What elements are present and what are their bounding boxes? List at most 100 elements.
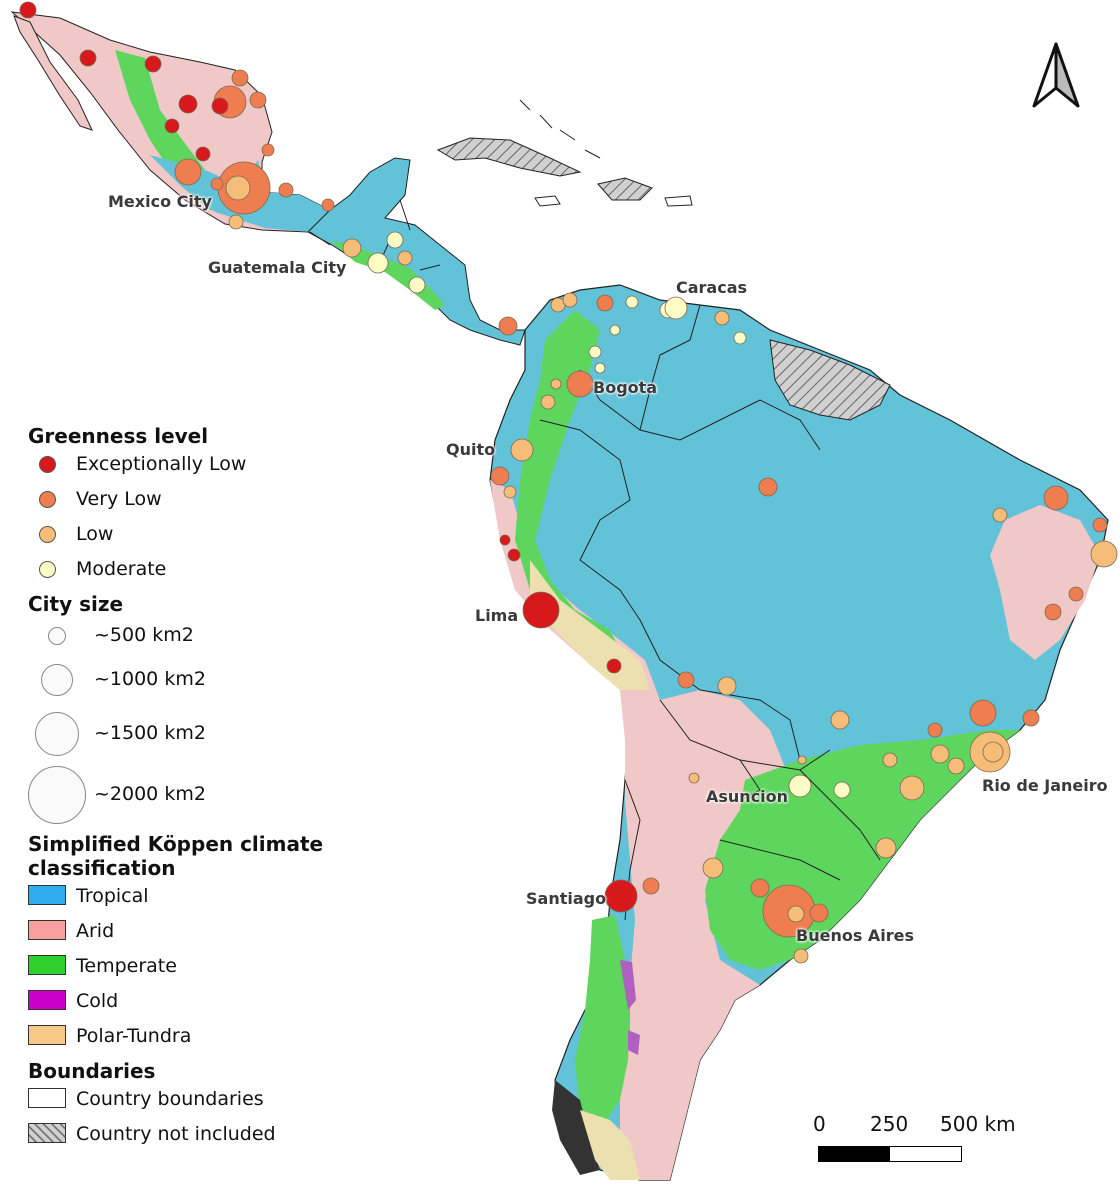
city-marker [367,252,389,274]
city-label: Mexico City [108,192,212,211]
city-marker [733,331,747,345]
boundaries-legend-row: Country boundaries [28,1083,368,1118]
climate-legend-row: Polar-Tundra [28,1020,368,1055]
chile-cold [620,960,640,1055]
city-marker [606,658,622,674]
central-america-region [307,157,526,346]
city-marker [927,722,943,738]
city-marker [899,775,925,801]
city-marker [830,710,850,730]
city-size-legend-title: City size [28,592,124,616]
city-marker [490,466,510,486]
city-marker [787,905,805,923]
greenness-dot-icon [39,456,56,473]
city-marker [1022,709,1040,727]
greenness-legend-items: Exceptionally Low Very Low Low Moderate [28,448,368,588]
city-marker [788,774,812,798]
greenness-dot-icon [39,526,56,543]
city-marker [321,198,335,212]
scale-label-0: 0 [813,1112,826,1136]
greenness-legend-title: Greenness level [28,424,209,448]
mexico-temperate [115,50,240,215]
climate-swatch-icon [28,920,66,940]
climate-legend-items: Tropical Arid Temperate Cold Polar-Tundra [28,880,368,1055]
city-marker [758,477,778,497]
city-size-circle-icon [41,664,73,696]
climate-swatch-icon [28,885,66,905]
puerto-rico [664,195,693,207]
scale-bar-segment-black [819,1147,890,1161]
city-marker [562,292,578,308]
greenness-legend-label: Moderate [76,558,167,580]
city-size-circle-icon [28,766,86,824]
climate-legend-row: Arid [28,915,368,950]
city-label: Buenos Aires [796,926,915,945]
city-marker [992,507,1008,523]
scale-label-250: 250 [870,1112,909,1136]
city-marker [982,741,1004,763]
patagonia-polar [580,1110,640,1180]
scale-label-500: 500 km [940,1112,1016,1136]
city-size-legend-row: ~500 km2 [28,616,368,654]
climate-legend-label: Tropical [76,885,149,907]
climate-swatch-icon [28,1025,66,1045]
boundaries-legend-label: Country not included [76,1123,276,1145]
city-size-circle-icon [35,712,79,756]
city-marker [930,744,950,764]
climate-legend-row: Temperate [28,950,368,985]
city-marker [503,485,517,499]
city-marker [750,878,770,898]
city-marker [702,857,724,879]
city-marker [809,903,829,923]
city-marker [604,879,638,913]
city-marker [566,370,594,398]
city-marker [677,671,695,689]
climate-legend-row: Tropical [28,880,368,915]
city-marker [408,276,426,294]
city-marker [231,69,249,87]
city-marker [793,948,809,964]
city-size-legend-label: ~500 km2 [94,624,194,646]
greenness-legend-label: Low [76,523,114,545]
city-label: Caracas [676,278,748,297]
city-marker [225,175,251,201]
greenness-legend-row: Low [28,518,368,553]
hatched-swatch-icon [28,1123,66,1143]
city-marker [1068,586,1084,602]
greenness-legend-label: Exceptionally Low [76,453,247,475]
city-marker [164,118,180,134]
climate-swatch-icon [28,955,66,975]
city-marker [522,591,560,629]
climate-legend-label: Temperate [76,955,177,977]
greenness-legend-row: Moderate [28,553,368,588]
city-size-legend-row: ~1000 km2 [28,654,368,704]
city-marker [714,310,730,326]
boundaries-legend-row: Country not included [28,1118,368,1153]
greenness-legend-row: Exceptionally Low [28,448,368,483]
city-marker [397,250,413,266]
city-marker [969,699,997,727]
city-marker [797,755,807,765]
greenness-legend-row: Very Low [28,483,368,518]
cuba [436,137,582,177]
scale-bar: 0 250 500 km [813,1112,1038,1162]
outline-swatch-icon [28,1088,66,1108]
city-marker [386,231,404,249]
north-arrow-icon [1032,42,1080,108]
bahamas [519,99,601,159]
city-label: Bogota [593,378,658,397]
climate-legend-label: Cold [76,990,119,1012]
city-marker [498,316,518,336]
city-marker [211,97,229,115]
city-marker [249,91,267,109]
southern-tip [552,1080,600,1175]
city-label: Rio de Janeiro [982,776,1108,795]
city-marker [278,182,294,198]
climate-legend-title-line2: classification [28,856,176,880]
city-size-legend-label: ~2000 km2 [94,783,206,805]
scale-bar-labels: 0 250 500 km [813,1112,1038,1138]
city-marker [79,49,97,67]
greenness-legend-label: Very Low [76,488,162,510]
climate-legend-label: Arid [76,920,115,942]
